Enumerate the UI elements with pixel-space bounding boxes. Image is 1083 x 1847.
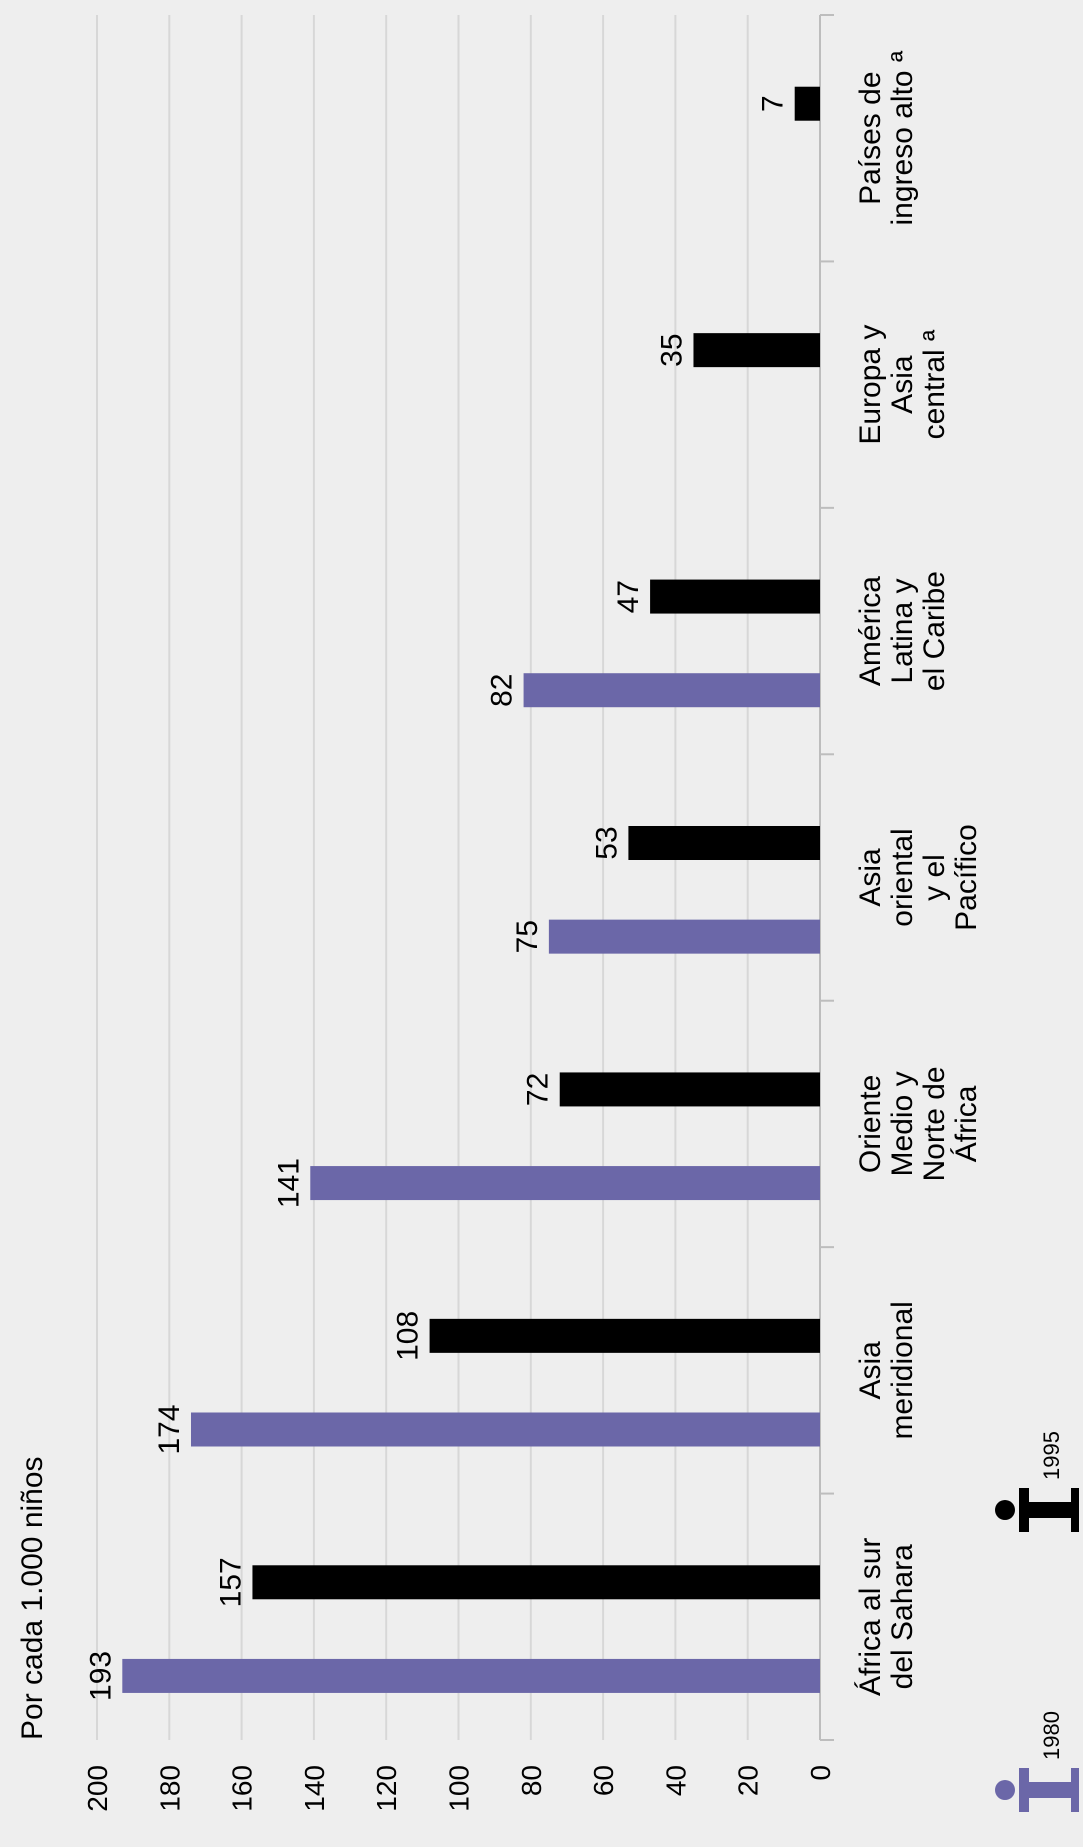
- category-label: Medio y: [886, 1071, 919, 1176]
- bar-1995-6: [794, 86, 820, 121]
- tick-label: 140: [299, 1765, 330, 1812]
- bar-1980-1: [190, 1412, 821, 1447]
- legend: 1980 1995: [995, 1431, 1079, 1812]
- category-label: central ª: [918, 329, 951, 439]
- data-label: 157: [214, 1557, 247, 1607]
- category-label: Latina y: [886, 579, 919, 684]
- tick-label: 80: [516, 1765, 547, 1796]
- bars: [122, 86, 821, 1693]
- tick-label: 100: [444, 1765, 475, 1812]
- child-figure-icon: [995, 1488, 1079, 1532]
- category-label: meridional: [886, 1301, 919, 1439]
- category-label: África: [950, 1085, 983, 1162]
- tick-label: 60: [588, 1765, 619, 1796]
- category-label: Oriente: [854, 1075, 887, 1173]
- data-label: 193: [84, 1651, 117, 1701]
- data-labels: 193 157 174 108 141 72 75 53 82 47 35 7: [84, 95, 789, 1701]
- category-label: Pacífico: [950, 824, 983, 931]
- category-label: y el: [918, 854, 951, 901]
- category-label: América: [854, 576, 887, 686]
- data-label: 82: [486, 674, 519, 707]
- bar-1995-1: [429, 1318, 820, 1353]
- data-label: 7: [757, 95, 790, 112]
- tick-label: 40: [660, 1765, 691, 1796]
- bar-1995-2: [559, 1072, 820, 1107]
- category-label: África al sur: [854, 1538, 887, 1696]
- data-label: 174: [153, 1404, 186, 1454]
- data-label: 47: [612, 580, 645, 613]
- data-label: 75: [511, 920, 544, 953]
- bar-1980-3: [548, 919, 820, 954]
- category-label: Asia: [854, 1341, 887, 1400]
- tick-label: 160: [227, 1765, 258, 1812]
- legend-label: 1980: [1039, 1711, 1064, 1760]
- category-label: Países de: [854, 72, 887, 205]
- data-label: 35: [655, 333, 688, 366]
- tick-label: 0: [805, 1765, 836, 1781]
- y-axis-title: Por cada 1.000 niños: [16, 1456, 49, 1740]
- data-label: 53: [590, 826, 623, 859]
- tick-label: 200: [82, 1765, 113, 1812]
- bar-1980-4: [523, 673, 820, 708]
- tick-label: 20: [733, 1765, 764, 1796]
- bar-1995-0: [252, 1565, 820, 1600]
- bar-1995-5: [693, 333, 820, 368]
- category-label: ingreso alto ª: [886, 50, 919, 225]
- child-figure-icon: [995, 1768, 1079, 1812]
- category-label: del Sahara: [886, 1544, 919, 1689]
- category-label: Asia: [854, 848, 887, 907]
- y-axis-ticks: 200 180 160 140 120 100 80 60 40 20 0: [82, 1765, 836, 1812]
- data-label: 108: [392, 1311, 425, 1361]
- tick-label: 180: [154, 1765, 185, 1812]
- bar-1995-3: [628, 826, 820, 860]
- legend-label: 1995: [1039, 1431, 1064, 1480]
- category-label: Asia: [886, 355, 919, 414]
- gridlines: [96, 14, 834, 1741]
- tick-label: 120: [371, 1765, 402, 1812]
- category-label: oriental: [886, 828, 919, 926]
- bar-1980-2: [310, 1166, 820, 1201]
- data-label: 72: [522, 1073, 555, 1106]
- category-label: el Caribe: [918, 571, 951, 691]
- data-label: 141: [272, 1158, 305, 1208]
- category-label: Europa y: [854, 325, 887, 445]
- bar-1980-0: [122, 1658, 821, 1693]
- bar-1995-4: [650, 579, 820, 614]
- category-label: Norte de: [918, 1066, 951, 1181]
